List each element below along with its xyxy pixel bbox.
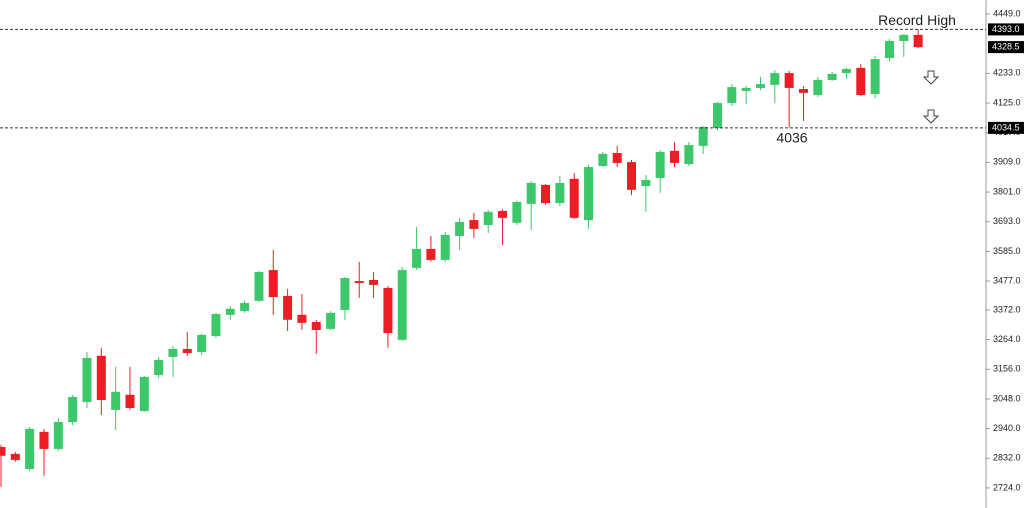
- arrow-icon: [922, 70, 940, 124]
- candle-body: [755, 84, 765, 88]
- candle-body: [125, 394, 135, 408]
- candle-body: [383, 287, 393, 333]
- y-tick-label: 3264.0: [993, 334, 1021, 344]
- y-tick-label: 2940.0: [993, 423, 1021, 433]
- candle-body: [870, 59, 880, 94]
- candle-body: [856, 67, 866, 96]
- candle-body: [82, 357, 92, 402]
- candle-body: [0, 447, 6, 456]
- candle-body: [96, 355, 106, 401]
- level-box: [988, 23, 1024, 36]
- y-tick-label: 3693.0: [993, 216, 1021, 226]
- candle-body: [10, 453, 20, 460]
- candle-body: [154, 359, 164, 376]
- candle-body: [569, 178, 579, 218]
- y-tick-label: 4449.0: [993, 8, 1021, 18]
- candle-body: [397, 270, 407, 340]
- candle-body: [426, 248, 436, 260]
- candle-body: [798, 89, 808, 93]
- candle-body: [784, 73, 794, 88]
- candle-body: [727, 87, 737, 104]
- candle-body: [555, 182, 565, 204]
- current-price-label: 4328.5: [992, 41, 1020, 51]
- candle-body: [340, 278, 350, 310]
- candle-body: [741, 87, 751, 91]
- candle-body: [770, 73, 780, 85]
- candle-body: [627, 162, 637, 190]
- y-tick-label: 3909.0: [993, 157, 1021, 167]
- level-label: 4393.0: [992, 24, 1020, 34]
- candle-body: [713, 103, 722, 129]
- candle-body: [884, 40, 894, 58]
- candle-body: [225, 308, 235, 315]
- candle-body: [369, 279, 379, 285]
- candle-body: [469, 220, 479, 229]
- candle-body: [598, 153, 608, 166]
- candle-body: [455, 221, 465, 237]
- y-tick-label: 3156.0: [993, 364, 1021, 374]
- candle-body: [53, 422, 63, 449]
- candle-body: [182, 348, 192, 354]
- candle-body: [584, 167, 594, 221]
- y-tick-label: 3048.0: [993, 393, 1021, 403]
- candle-body: [354, 281, 364, 283]
- candle-body: [139, 376, 149, 412]
- candle-body: [268, 270, 278, 297]
- candle-body: [684, 145, 694, 165]
- candle-body: [412, 248, 422, 268]
- candle-body: [641, 179, 651, 187]
- y-tick-label: 2832.0: [993, 453, 1021, 463]
- candle-body: [254, 271, 264, 301]
- candle-body: [512, 201, 522, 223]
- level-label: 4034.5: [992, 122, 1020, 132]
- candle-body: [197, 334, 207, 352]
- candle-body: [68, 397, 78, 423]
- candle-body: [483, 211, 493, 226]
- candle-body: [240, 303, 250, 312]
- candle-body: [541, 184, 551, 204]
- y-tick-label: 3585.0: [993, 246, 1021, 256]
- y-tick-label: 4125.0: [993, 97, 1021, 107]
- candle-body: [25, 428, 35, 469]
- annotation: 4036: [776, 130, 807, 146]
- candle-body: [297, 314, 307, 323]
- candle-body: [698, 126, 708, 146]
- candle-body: [311, 321, 321, 330]
- y-tick-label: 2724.0: [993, 482, 1021, 492]
- candle-body: [841, 68, 851, 74]
- candle-body: [655, 151, 665, 179]
- annotation: Record High: [878, 12, 956, 28]
- candle-body: [899, 34, 909, 41]
- current-price-box: [988, 41, 1024, 54]
- candle-body: [827, 73, 837, 80]
- candle-body: [168, 348, 178, 357]
- candle-body: [111, 391, 121, 410]
- candle-body: [526, 182, 536, 204]
- candle-body: [498, 211, 508, 218]
- y-tick-label: 4233.0: [993, 68, 1021, 78]
- candle-body: [612, 153, 622, 163]
- y-tick-label: 3477.0: [993, 275, 1021, 285]
- y-tick-label: 3801.0: [993, 186, 1021, 196]
- candle-body: [813, 79, 823, 96]
- y-tick-label: 3372.0: [993, 304, 1021, 314]
- candle-body: [283, 295, 293, 320]
- candle-body: [326, 312, 336, 329]
- candle-body: [440, 234, 450, 260]
- level-box: [988, 121, 1024, 134]
- candle-body: [670, 150, 680, 163]
- candle-body: [39, 431, 49, 449]
- candle-body: [913, 34, 923, 48]
- candle-body: [211, 314, 221, 337]
